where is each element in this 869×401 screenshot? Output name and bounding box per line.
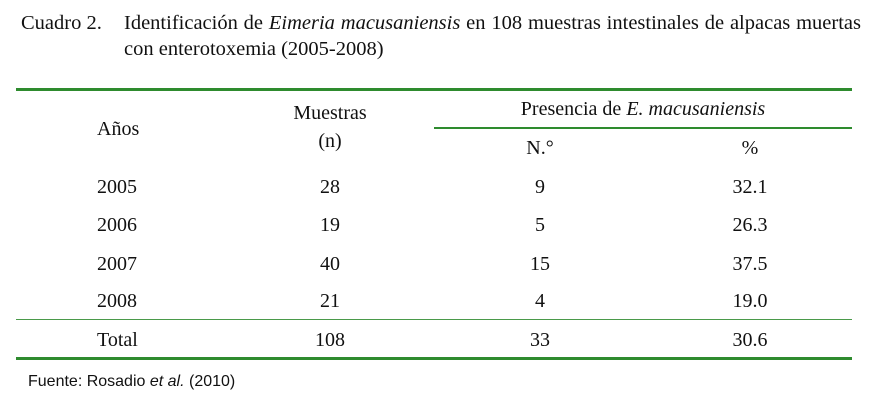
cell-percent: 32.1 bbox=[732, 176, 768, 198]
header-count: N.° bbox=[526, 137, 554, 159]
caption-text: Identificación de Eimeria macusaniensis … bbox=[124, 10, 861, 62]
header-years: Años bbox=[97, 118, 140, 140]
header-samples-line2: (n) bbox=[318, 130, 342, 152]
cell-samples: 28 bbox=[320, 176, 340, 198]
total-label: Total bbox=[97, 329, 138, 351]
total-count: 33 bbox=[530, 329, 550, 351]
table-top-rule bbox=[16, 88, 852, 91]
cell-percent: 19.0 bbox=[732, 290, 768, 312]
cell-year: 2007 bbox=[97, 253, 137, 275]
cell-count: 9 bbox=[535, 176, 545, 198]
cell-count: 5 bbox=[535, 214, 545, 236]
total-percent: 30.6 bbox=[732, 329, 768, 351]
cell-percent: 37.5 bbox=[732, 253, 768, 275]
caption-label: Cuadro 2. bbox=[21, 12, 102, 34]
header-samples-line1: Muestras bbox=[293, 102, 367, 124]
source-prefix: Fuente: Rosadio bbox=[28, 373, 150, 390]
table-bottom-rule bbox=[16, 357, 852, 360]
caption-species: Eimeria macusaniensis bbox=[268, 12, 461, 34]
cell-year: 2005 bbox=[97, 176, 137, 198]
cell-count: 4 bbox=[535, 290, 545, 312]
cell-samples: 21 bbox=[320, 290, 340, 312]
cell-year: 2006 bbox=[97, 214, 137, 236]
header-presence: Presencia de E. macusaniensis bbox=[434, 97, 852, 121]
source-suffix: (2010) bbox=[184, 373, 236, 390]
header-percent: % bbox=[741, 137, 759, 159]
cell-samples: 19 bbox=[320, 214, 340, 236]
total-separator-rule bbox=[16, 319, 852, 320]
header-presence-prefix: Presencia de bbox=[520, 98, 627, 120]
cell-count: 15 bbox=[530, 253, 550, 275]
source-etal: et al. bbox=[149, 373, 185, 390]
cell-samples: 40 bbox=[320, 253, 340, 275]
header-subgroup-rule bbox=[434, 127, 852, 129]
cell-year: 2008 bbox=[97, 290, 137, 312]
cell-percent: 26.3 bbox=[732, 214, 768, 236]
total-samples: 108 bbox=[315, 329, 345, 351]
header-presence-species: E. macusaniensis bbox=[626, 98, 766, 120]
caption-text-after: en 108 muestras intestinales de alpacas … bbox=[124, 12, 862, 60]
caption-text-before: Identificación de bbox=[124, 12, 269, 34]
source-note: Fuente: Rosadio et al. (2010) bbox=[28, 372, 235, 392]
